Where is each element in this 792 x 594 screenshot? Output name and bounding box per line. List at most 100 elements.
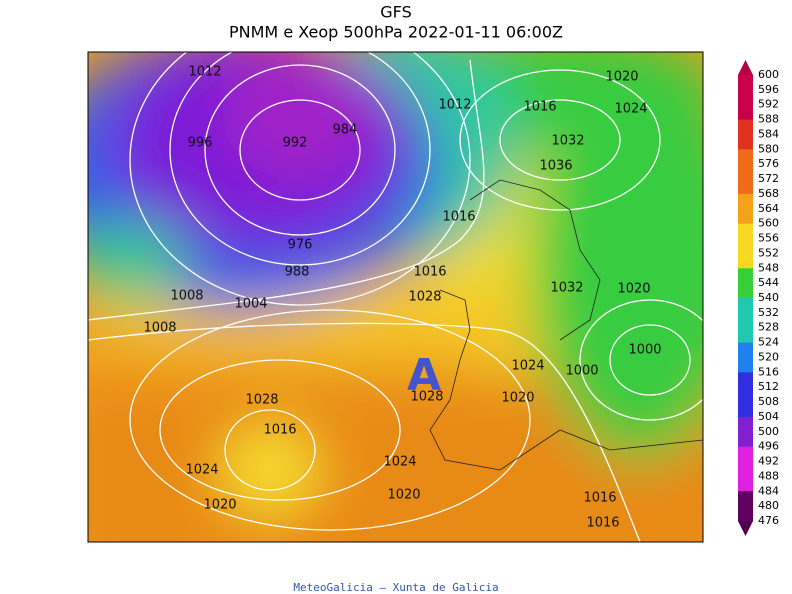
isobar-label: 1032 (550, 281, 583, 296)
colorbar-swatch (738, 283, 753, 299)
colorbar-label: 576 (758, 157, 779, 170)
coastline (429, 289, 703, 471)
colorbar-swatch (738, 89, 753, 106)
isobar-label: 1008 (170, 289, 203, 304)
isobar-label: 1028 (410, 390, 443, 405)
colorbar-arrow (738, 521, 753, 536)
colorbar-swatch (738, 476, 753, 492)
colorbar-swatch (738, 193, 753, 210)
colorbar-swatch (738, 431, 753, 448)
isobar-label: 1020 (501, 391, 534, 406)
colorbar-label: 492 (758, 455, 779, 468)
isobar-label: 1036 (539, 159, 572, 174)
colorbar-label: 476 (758, 514, 779, 527)
title: GFS (380, 3, 411, 22)
colorbar-label: 524 (758, 336, 779, 349)
colorbar-swatch (738, 402, 753, 418)
isobar-label: 1024 (185, 463, 218, 478)
colorbar-label: 580 (758, 142, 779, 155)
isobar-label: 1020 (605, 70, 638, 85)
isobar-label: 1020 (387, 488, 420, 503)
colorbar-swatch (738, 238, 753, 254)
isobar-label: 1004 (234, 297, 267, 312)
isobar-label: 1000 (565, 364, 598, 379)
isobar-label: 1028 (245, 393, 278, 408)
colorbar-label: 600 (758, 68, 779, 81)
colorbar-swatch (738, 506, 753, 522)
isobar-label: 1020 (203, 498, 236, 513)
colorbar-label: 588 (758, 113, 779, 126)
footer: MeteoGalicia — Xunta de Galicia (293, 581, 498, 594)
colorbar-swatch (738, 164, 753, 180)
colorbar-swatch (738, 416, 753, 433)
colorbar-swatch (738, 491, 753, 507)
colorbar-swatch (738, 446, 753, 463)
colorbar-swatch (738, 312, 753, 329)
colorbar-swatch (738, 119, 753, 135)
colorbar-label: 528 (758, 321, 779, 334)
colorbar-label: 568 (758, 187, 779, 200)
colorbar-swatch (738, 268, 753, 284)
isobar-label: 1016 (263, 423, 296, 438)
colorbar-swatch (738, 253, 753, 269)
colorbar-label: 496 (758, 440, 779, 453)
isobar-label: 1008 (143, 321, 176, 336)
subtitle: PNMM e Xeop 500hPa 2022-01-11 06:00Z (229, 23, 563, 42)
isobar-label: 1024 (383, 455, 416, 470)
isobar-label: 1024 (614, 102, 647, 117)
isobar-label: 992 (283, 136, 308, 151)
colorbar-swatch (738, 75, 753, 91)
colorbar-swatch (738, 387, 753, 403)
isobar-label: 1016 (413, 265, 446, 280)
isobar-label: 1016 (583, 491, 616, 506)
isobars (88, 52, 703, 542)
isobar-label: 1032 (551, 134, 584, 149)
colorbar-label: 560 (758, 217, 779, 230)
high-pressure-label: A (407, 350, 441, 401)
isobar-label: 1016 (523, 100, 556, 115)
colorbar-swatch (738, 461, 753, 477)
isobar-label: 1000 (628, 343, 661, 358)
colorbar-label: 500 (758, 425, 779, 438)
colorbar-label: 516 (758, 365, 779, 378)
isobar-label: 984 (333, 123, 358, 138)
colorbar-swatch (738, 208, 753, 225)
colorbar-label: 572 (758, 172, 779, 185)
colorbar-label: 564 (758, 202, 779, 215)
isobar-label: 1016 (586, 516, 619, 531)
colorbar-swatch (738, 104, 753, 121)
isobar-label: 1012 (438, 98, 471, 113)
colorbar-label: 584 (758, 127, 779, 140)
colorbar-label: 556 (758, 232, 779, 245)
colorbar-label: 520 (758, 350, 779, 363)
colorbar-swatch (738, 342, 753, 358)
colorbar-label: 592 (758, 98, 779, 111)
isobar-label: 996 (188, 136, 213, 151)
isobar-label: 1028 (408, 290, 441, 305)
colorbar-label: 488 (758, 469, 779, 482)
map: 1012 996 992 984 976 988 1008 1004 1008 1012 1016 1… (88, 52, 703, 542)
isobar-label: 1012 (188, 65, 221, 80)
isobar-label: 976 (288, 238, 313, 253)
colorbar-arrow (738, 60, 753, 75)
isobar-label: 988 (285, 265, 310, 280)
colorbar-label: 544 (758, 276, 779, 289)
colorbar-swatch (738, 223, 753, 240)
colorbar-swatch (738, 298, 753, 314)
colorbar-label: 548 (758, 261, 779, 274)
isobar-label: 1016 (442, 210, 475, 225)
isobar-label: 1024 (511, 359, 544, 374)
map-frame (87, 51, 704, 543)
colorbar-label: 480 (758, 499, 779, 512)
colorbar-label: 540 (758, 291, 779, 304)
colorbar-label: 552 (758, 246, 779, 259)
colorbar-swatch (738, 327, 753, 344)
colorbar-label: 484 (758, 484, 779, 497)
colorbar-label: 504 (758, 410, 779, 423)
colorbar-swatch (738, 149, 753, 165)
colorbar-swatch (738, 179, 753, 195)
colorbar-swatch (738, 372, 753, 388)
coastline (469, 179, 601, 341)
